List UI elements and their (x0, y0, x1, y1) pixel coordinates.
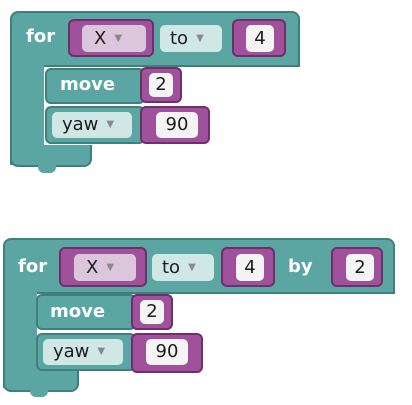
to-value: to (162, 256, 181, 278)
move-label: move (60, 74, 116, 95)
end-value: 4 (254, 27, 266, 49)
move-value-field[interactable]: 2 (140, 300, 164, 324)
dropdown-triangle-icon: ▼ (97, 346, 106, 357)
move-value: 2 (155, 74, 167, 95)
dropdown-triangle-icon: ▼ (114, 32, 123, 44)
move-block[interactable] (36, 294, 136, 330)
variable-value: X (86, 256, 99, 278)
by-value: 2 (354, 256, 366, 278)
yaw-amount-field[interactable]: 90 (146, 339, 188, 365)
by-value-field[interactable]: 2 (346, 254, 374, 281)
variable-dropdown[interactable]: X ▼ (74, 254, 136, 281)
variable-value: X (94, 27, 107, 49)
dropdown-triangle-icon: ▼ (106, 119, 115, 130)
end-value-field[interactable]: 4 (246, 25, 274, 52)
yaw-amount: 90 (155, 341, 179, 362)
variable-dropdown[interactable]: X ▼ (82, 25, 146, 52)
yaw-value: yaw (62, 114, 99, 135)
for-label: for (18, 256, 48, 277)
yaw-amount: 90 (165, 114, 189, 135)
to-dropdown[interactable]: to ▼ (152, 254, 214, 281)
for-loop-block-1[interactable]: for X ▼ to ▼ 4 move 2 yaw ▼ 90 (0, 0, 300, 180)
end-value: 4 (244, 256, 256, 278)
yaw-dropdown[interactable]: yaw ▼ (52, 112, 132, 138)
yaw-dropdown[interactable]: yaw ▼ (43, 339, 123, 365)
move-value: 2 (146, 301, 158, 322)
block-notch (30, 387, 48, 397)
yaw-amount-field[interactable]: 90 (156, 112, 198, 138)
block-notch (38, 163, 56, 173)
end-value-field[interactable]: 4 (236, 254, 264, 281)
by-label: by (288, 256, 313, 277)
for-loop-block-2[interactable]: for X ▼ to ▼ 4 by 2 move 2 yaw ▼ 90 (0, 230, 400, 400)
move-label: move (50, 301, 106, 322)
for-label: for (26, 26, 56, 47)
to-dropdown[interactable]: to ▼ (160, 25, 222, 52)
dropdown-triangle-icon: ▼ (106, 261, 115, 273)
move-value-socket[interactable] (131, 294, 173, 330)
yaw-value: yaw (53, 341, 90, 362)
dropdown-triangle-icon: ▼ (196, 32, 204, 44)
move-value-field[interactable]: 2 (149, 73, 173, 97)
dropdown-triangle-icon: ▼ (188, 261, 196, 273)
to-value: to (170, 27, 189, 49)
